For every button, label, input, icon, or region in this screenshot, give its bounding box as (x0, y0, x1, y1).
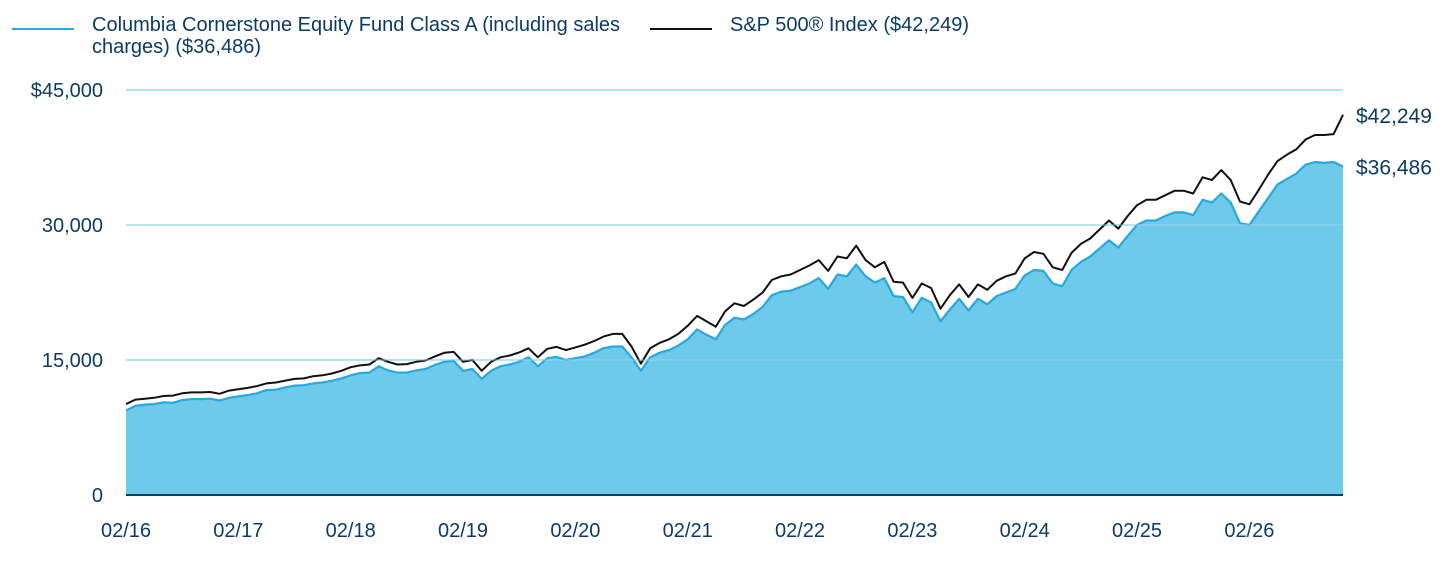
fund-line (125, 160, 1344, 412)
x-tick-label: 02/16 (101, 520, 151, 542)
legend-swatch-fund (12, 28, 74, 30)
legend-item-fund[interactable]: Columbia Cornerstone Equity Fund Class A… (12, 14, 632, 58)
x-tick-label: 02/19 (438, 520, 488, 542)
x-tick-label: 02/22 (775, 520, 825, 542)
x-tick-label: 02/25 (1112, 520, 1162, 542)
x-tick-label: 02/20 (550, 520, 600, 542)
x-tick-label: 02/23 (887, 520, 937, 542)
fund-area (126, 162, 1343, 495)
index-line (125, 114, 1344, 406)
x-tick-label: 02/18 (326, 520, 376, 542)
series-line-layer (125, 89, 1344, 412)
x-tick-label: 02/26 (1224, 520, 1274, 542)
y-tick-label: 30,000 (42, 215, 103, 237)
series-area-layer (126, 162, 1343, 495)
y-tick-label: $45,000 (31, 80, 103, 102)
index-end-label: $42,249 (1356, 105, 1432, 128)
fund-end-label: $36,486 (1356, 157, 1432, 180)
x-tick-label: 02/24 (1000, 520, 1050, 542)
y-tick-label: 0 (92, 485, 103, 507)
chart-legend: Columbia Cornerstone Equity Fund Class A… (12, 14, 1112, 66)
tick-labels: 0 15,000 30,000 $45,000 02/16 02/17 02/18 02/19… (31, 80, 1432, 542)
legend-item-index[interactable]: S&P 500® Index ($42,249) (650, 14, 969, 36)
x-tick-label: 02/21 (663, 520, 713, 542)
legend-label-fund: Columbia Cornerstone Equity Fund Class A… (92, 14, 621, 58)
x-tick-label: 02/17 (213, 520, 263, 542)
legend-label-index: S&P 500® Index ($42,249) (730, 14, 969, 36)
y-tick-label: 15,000 (42, 350, 103, 372)
legend-swatch-index (650, 28, 712, 30)
